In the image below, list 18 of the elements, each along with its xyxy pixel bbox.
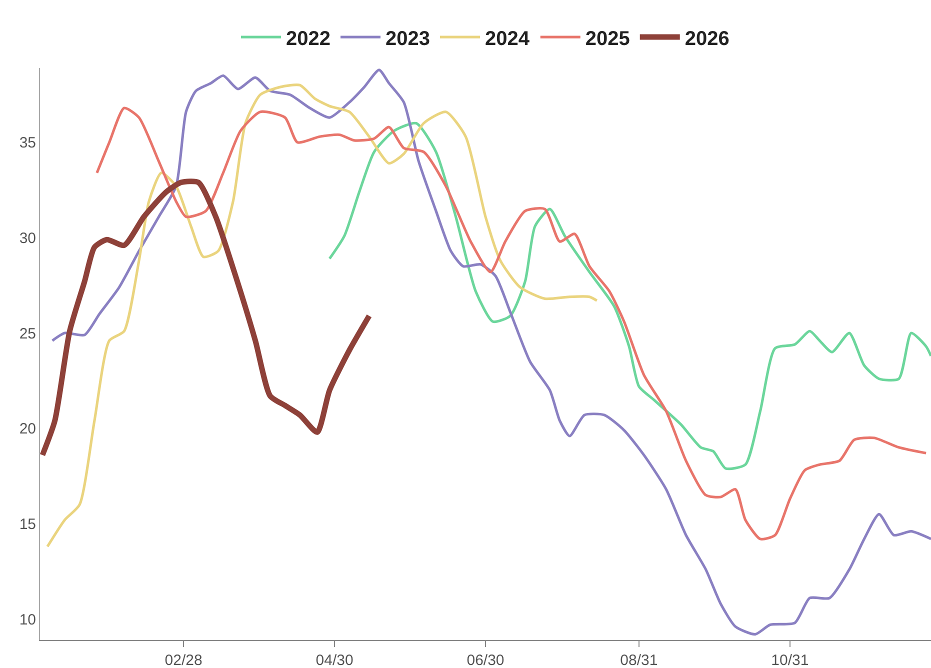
- y-tick-label: 15: [19, 516, 36, 533]
- legend-label: 2026: [684, 28, 730, 50]
- x-tick-label: 10/31: [771, 652, 809, 668]
- legend-label: 2023: [386, 28, 430, 50]
- y-tick-label: 35: [19, 134, 36, 152]
- legend-label: 2025: [585, 28, 630, 50]
- x-tick-label: 08/31: [620, 652, 658, 668]
- legend-label: 2024: [485, 28, 530, 50]
- legend-label: 2022: [286, 28, 330, 50]
- line-series: [46, 84, 598, 548]
- y-tick-label: 25: [19, 325, 36, 342]
- x-tick-label: 04/30: [316, 652, 354, 668]
- line-series: [328, 122, 931, 470]
- x-tick-label: 06/30: [466, 652, 504, 668]
- x-tick-label: 02/28: [164, 652, 202, 668]
- y-tick-label: 30: [19, 230, 36, 247]
- y-tick-label: 10: [19, 611, 36, 628]
- y-tick-label: 20: [19, 420, 36, 438]
